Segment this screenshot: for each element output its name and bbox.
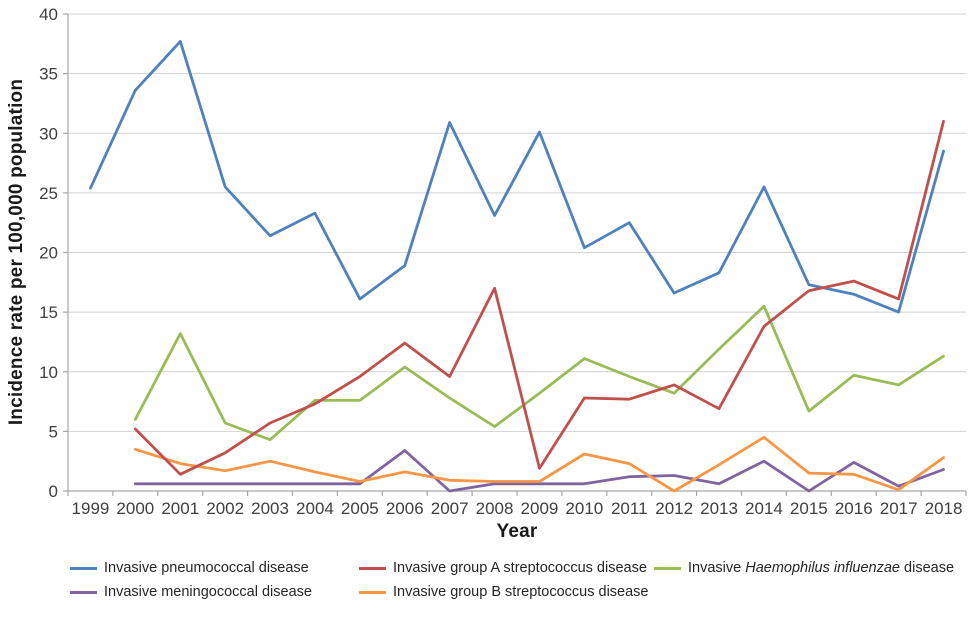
y-tick-label: 30	[39, 124, 58, 143]
x-tick-label: 1999	[72, 499, 110, 518]
x-tick-label: 2014	[745, 499, 783, 518]
x-tick-label: 2004	[296, 499, 334, 518]
x-tick-label: 2015	[790, 499, 828, 518]
y-tick-label: 20	[39, 244, 58, 263]
legend-item-invasive-group-a-streptococcus-disease: Invasive group A streptococcus disease	[359, 560, 654, 576]
x-tick-label: 2018	[925, 499, 963, 518]
x-tick-label: 2005	[341, 499, 379, 518]
legend-item-invasive-pneumococcal-disease: Invasive pneumococcal disease	[70, 560, 359, 576]
x-tick-label: 2008	[476, 499, 514, 518]
y-tick-label: 5	[49, 422, 58, 441]
x-tick-label: 2010	[565, 499, 603, 518]
x-tick-label: 2006	[386, 499, 424, 518]
axes	[63, 13, 967, 496]
x-tick-label: 2011	[611, 499, 648, 518]
y-tick-label: 15	[39, 303, 58, 322]
line-invasive-group-a-streptococcus-disease	[133, 119, 945, 476]
line-invasive-group-b-streptococcus-disease	[133, 435, 945, 493]
gridlines	[68, 13, 966, 432]
legend-line-swatch	[70, 590, 97, 594]
y-tick-label: 35	[39, 65, 58, 84]
y-tick-label: 40	[39, 5, 58, 24]
legend-item-invasive-group-b-streptococcus-disease: Invasive group B streptococcus disease	[359, 584, 654, 600]
x-tick-label: 2002	[206, 499, 244, 518]
x-tick-label: 2009	[521, 499, 559, 518]
legend-label: Invasive Haemophilus influenzae disease	[688, 560, 955, 576]
y-axis-tick-labels: 0 5 10 15 20 25 30 35 40	[39, 5, 58, 501]
line-invasive-meningococcal-disease	[133, 449, 945, 493]
legend-line-swatch	[70, 566, 97, 570]
chart-canvas: 0 5 10 15 20 25 30 35 40 1999 2000 2001 2002 2003 2004…	[39, 5, 967, 518]
y-axis-title: Incidence rate per 100,000 population	[6, 78, 27, 426]
x-tick-label: 2003	[251, 499, 289, 518]
y-tick-label: 10	[39, 363, 58, 382]
legend-label: Invasive meningococcal disease	[104, 584, 312, 600]
line-invasive-haemophilus-influenzae-disease	[133, 304, 945, 442]
y-tick-label: 25	[39, 184, 58, 203]
x-tick-label: 2013	[700, 499, 738, 518]
x-tick-label: 2017	[880, 499, 918, 518]
x-tick-label: 2000	[116, 499, 154, 518]
x-tick-label: 2001	[161, 499, 199, 518]
x-tick-label: 2016	[835, 499, 873, 518]
legend-label: Invasive pneumococcal disease	[104, 560, 309, 576]
y-tick-label: 0	[49, 482, 58, 501]
legend-item-invasive-meningococcal-disease: Invasive meningococcal disease	[70, 584, 359, 600]
legend-line-swatch	[359, 566, 386, 570]
legend-line-swatch	[359, 590, 386, 594]
legend-line-swatch	[654, 566, 681, 570]
x-axis-title: Year	[496, 521, 538, 542]
chart-legend: Invasive pneumococcal disease Invasive gr…	[70, 560, 970, 600]
x-axis-tick-labels: 1999 2000 2001 2002 2003 2004 2005 2006 2007 2008…	[72, 499, 963, 518]
legend-label: Invasive group A streptococcus disease	[393, 560, 647, 576]
line-invasive-pneumococcal-disease	[89, 40, 945, 314]
x-tick-label: 2012	[655, 499, 693, 518]
legend-label: Invasive group B streptococcus disease	[393, 584, 649, 600]
legend-item-invasive-haemophilus-influenzae-disease: Invasive Haemophilus influenzae disease	[654, 560, 970, 576]
x-tick-label: 2007	[431, 499, 469, 518]
